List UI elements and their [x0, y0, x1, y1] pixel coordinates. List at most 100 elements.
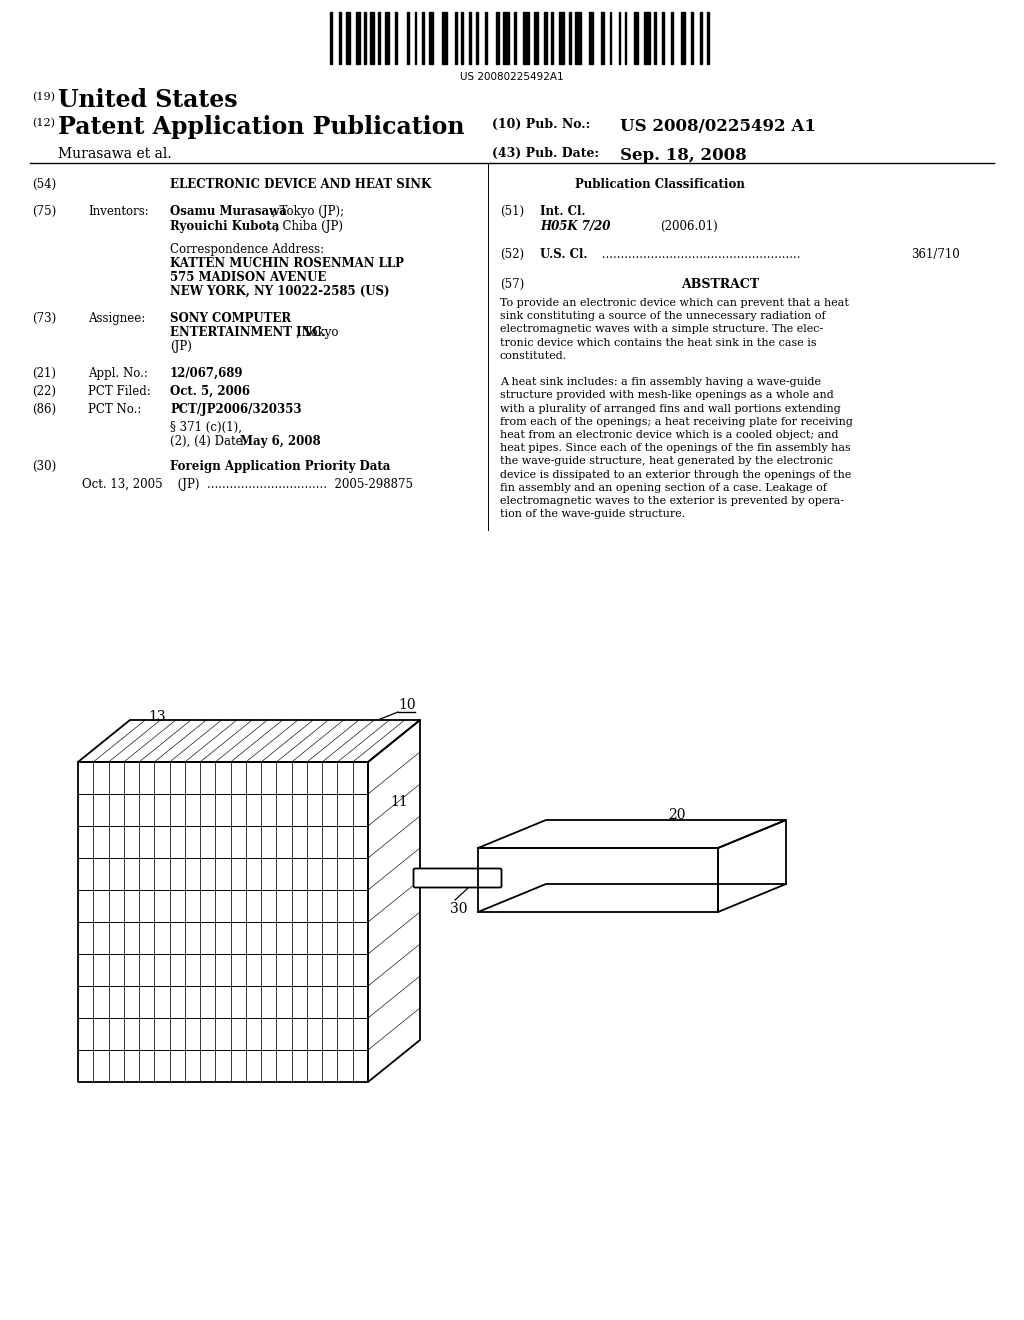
Bar	[385, 12, 389, 63]
Bar	[378, 12, 380, 63]
Text: Appl. No.:: Appl. No.:	[88, 367, 147, 380]
Bar	[523, 12, 528, 63]
Text: 10: 10	[398, 698, 416, 711]
Text: (22): (22)	[32, 385, 56, 399]
Bar	[330, 12, 332, 63]
Text: the wave-guide structure, heat generated by the electronic: the wave-guide structure, heat generated…	[500, 457, 834, 466]
Text: .....................................................: ........................................…	[598, 248, 801, 261]
Text: May 6, 2008: May 6, 2008	[240, 436, 321, 447]
Text: (75): (75)	[32, 205, 56, 218]
Bar	[485, 12, 487, 63]
Polygon shape	[78, 762, 368, 1082]
Text: Murasawa et al.: Murasawa et al.	[58, 147, 172, 161]
Text: Publication Classification: Publication Classification	[575, 178, 744, 191]
Text: PCT/JP2006/320353: PCT/JP2006/320353	[170, 403, 302, 416]
Bar	[569, 12, 571, 63]
Text: ENTERTAINMENT INC.: ENTERTAINMENT INC.	[170, 326, 326, 339]
Text: tion of the wave-guide structure.: tion of the wave-guide structure.	[500, 510, 685, 519]
Text: Int. Cl.: Int. Cl.	[540, 205, 586, 218]
Text: device is dissipated to an exterior through the openings of the: device is dissipated to an exterior thro…	[500, 470, 851, 479]
Bar	[365, 12, 366, 63]
Text: ELECTRONIC DEVICE AND HEAT SINK: ELECTRONIC DEVICE AND HEAT SINK	[170, 178, 431, 191]
Bar	[625, 12, 627, 63]
Text: Oct. 5, 2006: Oct. 5, 2006	[170, 385, 250, 399]
Bar	[589, 12, 593, 63]
Text: (2006.01): (2006.01)	[660, 220, 718, 234]
Text: KATTEN MUCHIN ROSENMAN LLP: KATTEN MUCHIN ROSENMAN LLP	[170, 257, 403, 271]
Text: 11: 11	[390, 795, 408, 809]
Bar	[700, 12, 702, 63]
Text: (86): (86)	[32, 403, 56, 416]
Bar	[708, 12, 710, 63]
Bar	[395, 12, 396, 63]
Text: Ryouichi Kubota: Ryouichi Kubota	[170, 220, 280, 234]
FancyBboxPatch shape	[414, 869, 502, 887]
Text: constituted.: constituted.	[500, 351, 567, 360]
Text: United States: United States	[58, 88, 238, 112]
Bar	[514, 12, 516, 63]
Bar	[681, 12, 685, 63]
Text: with a plurality of arranged fins and wall portions extending: with a plurality of arranged fins and wa…	[500, 404, 841, 413]
Polygon shape	[718, 820, 786, 912]
Bar	[575, 12, 581, 63]
Bar	[672, 12, 673, 63]
Bar	[618, 12, 621, 63]
Bar	[551, 12, 553, 63]
Bar	[644, 12, 650, 63]
Text: (2), (4) Date:: (2), (4) Date:	[170, 436, 247, 447]
Polygon shape	[478, 847, 718, 912]
Text: (12): (12)	[32, 117, 55, 128]
Polygon shape	[478, 820, 786, 847]
Text: , Chiba (JP): , Chiba (JP)	[275, 220, 343, 234]
Bar	[469, 12, 471, 63]
Text: fin assembly and an opening section of a case. Leakage of: fin assembly and an opening section of a…	[500, 483, 826, 492]
Text: , Tokyo (JP);: , Tokyo (JP);	[272, 205, 344, 218]
Bar	[544, 12, 547, 63]
Text: U.S. Cl.: U.S. Cl.	[540, 248, 588, 261]
Bar	[407, 12, 409, 63]
Bar	[609, 12, 611, 63]
Bar	[339, 12, 341, 63]
Text: 20: 20	[668, 808, 685, 822]
Text: from each of the openings; a heat receiving plate for receiving: from each of the openings; a heat receiv…	[500, 417, 853, 426]
Text: A heat sink includes: a fin assembly having a wave-guide: A heat sink includes: a fin assembly hav…	[500, 378, 821, 387]
Text: electromagnetic waves to the exterior is prevented by opera-: electromagnetic waves to the exterior is…	[500, 496, 844, 506]
Bar	[559, 12, 564, 63]
Bar	[346, 12, 350, 63]
Bar	[415, 12, 417, 63]
Text: Inventors:: Inventors:	[88, 205, 148, 218]
Text: 575 MADISON AVENUE: 575 MADISON AVENUE	[170, 271, 327, 284]
Text: (52): (52)	[500, 248, 524, 261]
Bar	[496, 12, 499, 63]
Text: US 20080225492A1: US 20080225492A1	[460, 73, 564, 82]
Bar	[476, 12, 478, 63]
Text: Sep. 18, 2008: Sep. 18, 2008	[620, 147, 746, 164]
Text: (54): (54)	[32, 178, 56, 191]
Text: tronic device which contains the heat sink in the case is: tronic device which contains the heat si…	[500, 338, 816, 347]
Polygon shape	[78, 719, 420, 762]
Text: (21): (21)	[32, 367, 56, 380]
Bar	[654, 12, 655, 63]
Text: heat from an electronic device which is a cooled object; and: heat from an electronic device which is …	[500, 430, 839, 440]
Text: electromagnetic waves with a simple structure. The elec-: electromagnetic waves with a simple stru…	[500, 325, 823, 334]
Text: (JP): (JP)	[170, 341, 191, 352]
Text: H05K 7/20: H05K 7/20	[540, 220, 610, 234]
Text: (10) Pub. No.:: (10) Pub. No.:	[492, 117, 590, 131]
Bar	[371, 12, 374, 63]
Text: 30: 30	[450, 902, 468, 916]
Text: § 371 (c)(1),: § 371 (c)(1),	[170, 421, 242, 434]
Text: (51): (51)	[500, 205, 524, 218]
Bar	[422, 12, 424, 63]
Polygon shape	[368, 719, 420, 1082]
Text: ABSTRACT: ABSTRACT	[681, 279, 759, 290]
Text: heat pipes. Since each of the openings of the fin assembly has: heat pipes. Since each of the openings o…	[500, 444, 851, 453]
Bar	[456, 12, 457, 63]
Text: sink constituting a source of the unnecessary radiation of: sink constituting a source of the unnece…	[500, 312, 825, 321]
Bar	[504, 12, 509, 63]
Bar	[662, 12, 664, 63]
Bar	[462, 12, 463, 63]
Bar	[441, 12, 447, 63]
Text: Oct. 13, 2005    (JP)  ................................  2005-298875: Oct. 13, 2005 (JP) .....................…	[82, 478, 413, 491]
Text: SONY COMPUTER: SONY COMPUTER	[170, 312, 291, 325]
Text: To provide an electronic device which can prevent that a heat: To provide an electronic device which ca…	[500, 298, 849, 308]
